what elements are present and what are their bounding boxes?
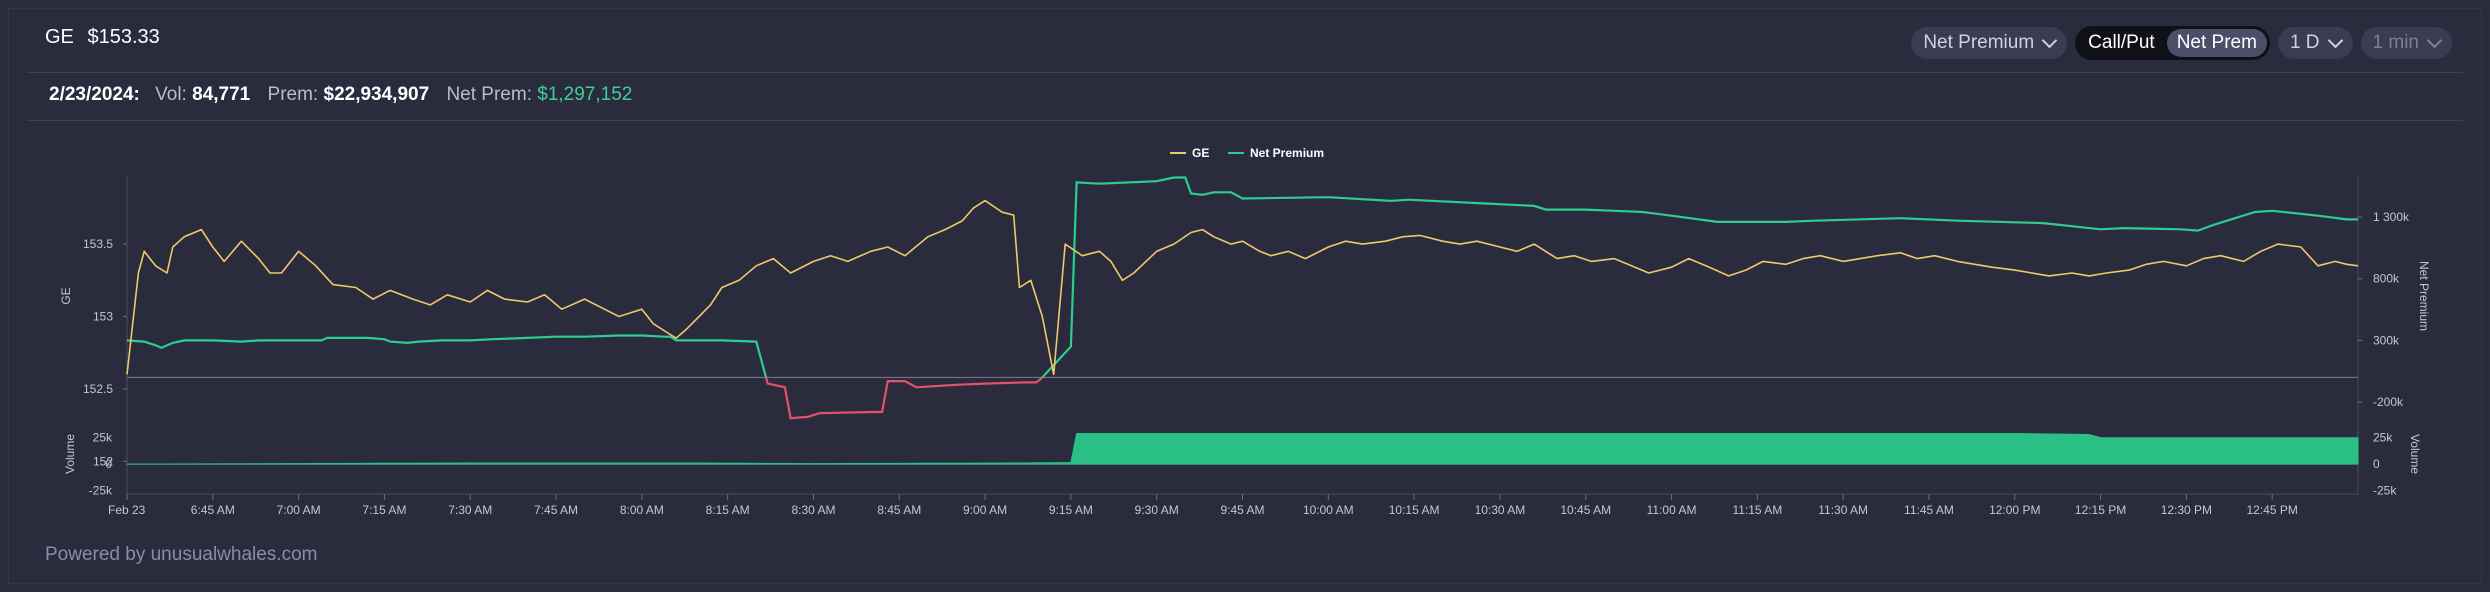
x-tick-label: 9:15 AM bbox=[1049, 503, 1093, 517]
chart-series bbox=[126, 176, 2359, 465]
net-prem-value: $1,297,152 bbox=[537, 84, 633, 105]
volume-tick-label-right: -25k bbox=[2373, 483, 2397, 497]
right-tick-label: -200k bbox=[2373, 395, 2404, 409]
last-price: $153.33 bbox=[87, 26, 160, 48]
callput-netprem-toggle: Call/Put Net Prem bbox=[2075, 26, 2270, 60]
x-tick-label: 10:45 AM bbox=[1560, 503, 1611, 517]
x-tick-label: 10:00 AM bbox=[1303, 503, 1354, 517]
right-tick-label: 1 300k bbox=[2373, 210, 2410, 224]
volume-area bbox=[126, 433, 2359, 465]
x-tick-label: 9:45 AM bbox=[1220, 503, 1264, 517]
left-axis-label: GE bbox=[59, 287, 73, 304]
x-tick-label: 11:45 AM bbox=[1904, 503, 1954, 517]
chart-panel bbox=[8, 8, 2482, 584]
divider bbox=[27, 72, 2463, 73]
x-tick-label: 6:45 AM bbox=[191, 503, 235, 517]
right-tick-label: 300k bbox=[2373, 333, 2400, 347]
volume-tick-label-left: 0 bbox=[105, 457, 112, 471]
chart-header: GE $153.33 Net Premium Call/Put Net Prem… bbox=[0, 0, 2490, 75]
range-select-label: 1 D bbox=[2289, 32, 2320, 53]
left-tick-label: 152 bbox=[93, 454, 113, 468]
chart-legend: GE Net Premium bbox=[1170, 146, 1324, 160]
interval-select-label: 1 min bbox=[2372, 32, 2419, 53]
x-tick-label: 10:15 AM bbox=[1389, 503, 1440, 517]
x-tick-label: 12:45 PM bbox=[2247, 503, 2298, 517]
right-tick-label: 800k bbox=[2373, 272, 2400, 286]
x-tick-label: 7:00 AM bbox=[277, 503, 321, 517]
x-tick-label: 12:15 PM bbox=[2075, 503, 2126, 517]
metric-select[interactable]: Net Premium bbox=[1911, 27, 2068, 59]
ticker-price: GE $153.33 bbox=[45, 26, 160, 49]
net-premium-line-negative bbox=[764, 377, 1044, 420]
volume-tick-label-right: 25k bbox=[2373, 431, 2393, 445]
volume-tick-label-left: 25k bbox=[93, 431, 113, 445]
net-prem-label: Net Prem: bbox=[446, 84, 532, 105]
x-tick-label: 7:15 AM bbox=[362, 503, 406, 517]
x-tick-label: 8:00 AM bbox=[620, 503, 664, 517]
legend-label-0: GE bbox=[1192, 146, 1209, 160]
prem-value: $22,934,907 bbox=[323, 84, 430, 105]
left-tick-label: 153 bbox=[93, 309, 113, 323]
net-premium-line-positive bbox=[126, 176, 2358, 378]
ticker-symbol: GE bbox=[45, 26, 74, 48]
stats-date: 2/23/2024: bbox=[49, 84, 140, 105]
x-tick-label: 11:15 AM bbox=[1732, 503, 1782, 517]
interval-select[interactable]: 1 min bbox=[2360, 27, 2452, 59]
vol-value: 84,771 bbox=[192, 84, 251, 105]
volume-tick-label-left: -25k bbox=[89, 483, 113, 497]
prem-label: Prem: bbox=[267, 84, 319, 105]
x-tick-label: 11:30 AM bbox=[1818, 503, 1868, 517]
right-axis-label: Net Premium bbox=[2417, 261, 2431, 331]
x-tick-label: 12:00 PM bbox=[1989, 503, 2040, 517]
x-tick-label: 8:15 AM bbox=[706, 503, 750, 517]
x-tick-label: 7:45 AM bbox=[534, 503, 578, 517]
volume-axis-label-left: Volume bbox=[63, 434, 77, 474]
ge-price-line bbox=[126, 199, 2359, 376]
chart-controls: Net Premium Call/Put Net Prem 1 D 1 min bbox=[1911, 26, 2452, 60]
powered-by: Powered by unusualwhales.com bbox=[45, 544, 318, 565]
x-tick-label: 7:30 AM bbox=[448, 503, 492, 517]
toggle-call-put[interactable]: Call/Put bbox=[2088, 32, 2155, 53]
left-tick-label: 153.5 bbox=[83, 237, 113, 251]
x-tick-label: 11:00 AM bbox=[1647, 503, 1697, 517]
range-select[interactable]: 1 D bbox=[2277, 27, 2353, 59]
vol-label: Vol: bbox=[155, 84, 187, 105]
volume-tick-label-right: 0 bbox=[2373, 457, 2380, 471]
x-tick-label: 9:30 AM bbox=[1135, 503, 1179, 517]
metric-select-label: Net Premium bbox=[1923, 32, 2035, 53]
stats-bar: 2/23/2024: Vol: 84,771 Prem: $22,934,907… bbox=[49, 84, 632, 106]
volume-axis-label-right: Volume bbox=[2408, 434, 2422, 474]
legend-label-1: Net Premium bbox=[1250, 146, 1324, 160]
toggle-net-prem[interactable]: Net Prem bbox=[2166, 29, 2267, 57]
x-tick-label: 12:30 PM bbox=[2161, 503, 2212, 517]
x-tick-label: 8:45 AM bbox=[877, 503, 921, 517]
x-tick-label: 8:30 AM bbox=[791, 503, 835, 517]
x-tick-label: 9:00 AM bbox=[963, 503, 1007, 517]
chart-axes: 153.5 153 152.5 152 GE 1 300k 800k 300k -200k Net… bbox=[59, 210, 2431, 517]
divider bbox=[27, 120, 2463, 121]
x-tick-label: 10:30 AM bbox=[1475, 503, 1526, 517]
x-tick-label: Feb 23 bbox=[108, 503, 146, 517]
left-tick-label: 152.5 bbox=[83, 382, 113, 396]
